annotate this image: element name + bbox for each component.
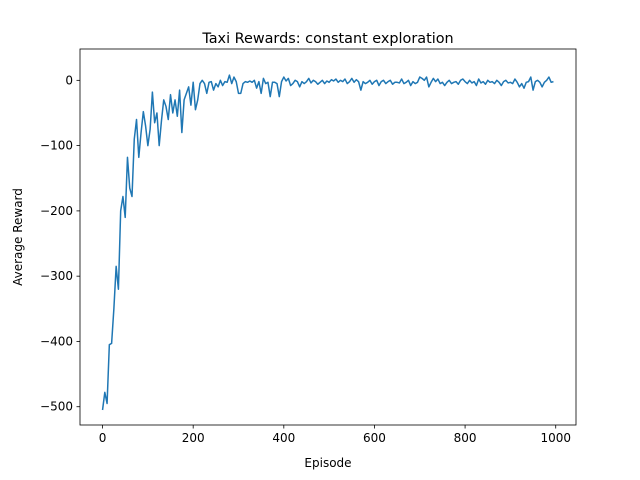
x-tick-label: 200 — [182, 431, 205, 445]
x-tick-label: 600 — [363, 431, 386, 445]
x-tick-label: 400 — [272, 431, 295, 445]
y-axis-label: Average Reward — [11, 188, 25, 286]
x-tick-label: 1000 — [540, 431, 571, 445]
y-tick-label: −500 — [40, 400, 73, 414]
x-tick-label: 800 — [454, 431, 477, 445]
x-axis-label: Episode — [304, 456, 351, 470]
plot-frame — [79, 48, 577, 426]
y-tick-label: −200 — [40, 204, 73, 218]
y-tick-label: −300 — [40, 269, 73, 283]
y-tick-label: −100 — [40, 139, 73, 153]
y-tick-label: −400 — [40, 334, 73, 348]
y-tick-label: 0 — [65, 73, 73, 87]
line-series — [101, 74, 554, 411]
x-tick-label: 0 — [99, 431, 107, 445]
chart-title: Taxi Rewards: constant exploration — [201, 31, 453, 47]
